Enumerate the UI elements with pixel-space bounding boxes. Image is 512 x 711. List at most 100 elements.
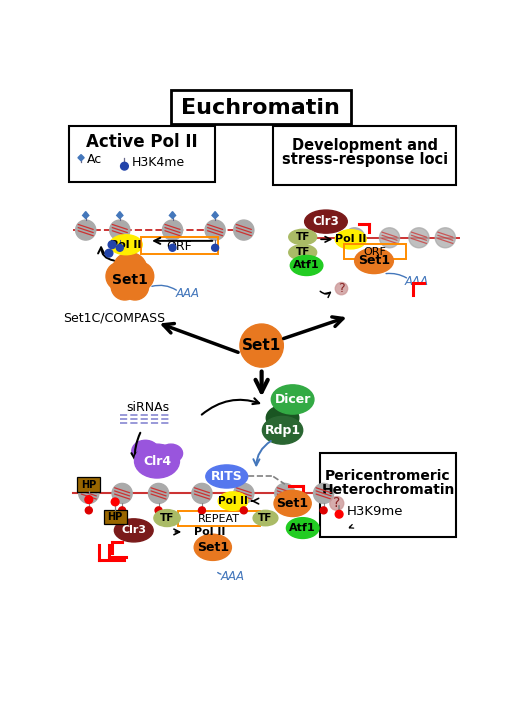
FancyBboxPatch shape: [171, 90, 351, 124]
Text: Set1: Set1: [112, 272, 148, 287]
Text: Dicer: Dicer: [274, 393, 311, 406]
Circle shape: [76, 220, 96, 240]
Circle shape: [345, 228, 365, 248]
Text: Set1: Set1: [242, 338, 281, 353]
Ellipse shape: [263, 417, 303, 444]
Ellipse shape: [289, 230, 316, 245]
Polygon shape: [212, 212, 218, 218]
Circle shape: [86, 507, 92, 514]
Text: Heterochromatin: Heterochromatin: [321, 483, 455, 497]
Text: REPEAT: REPEAT: [198, 514, 240, 524]
Text: siRNAs: siRNAs: [126, 401, 169, 414]
Text: Atf1: Atf1: [293, 260, 320, 270]
Text: H3K4me: H3K4me: [132, 156, 184, 169]
Ellipse shape: [218, 492, 248, 510]
Text: Set1: Set1: [358, 255, 390, 267]
Circle shape: [275, 483, 295, 503]
Circle shape: [282, 507, 288, 514]
Text: Atf1: Atf1: [289, 523, 316, 533]
Circle shape: [435, 228, 455, 248]
Circle shape: [125, 262, 154, 291]
Circle shape: [240, 324, 283, 367]
Text: TF: TF: [160, 513, 174, 523]
Text: Active Pol II: Active Pol II: [86, 132, 197, 151]
Polygon shape: [78, 154, 84, 161]
Ellipse shape: [290, 255, 323, 275]
Text: RITS: RITS: [211, 470, 243, 483]
Circle shape: [116, 245, 123, 251]
Circle shape: [105, 250, 113, 257]
Text: Euchromatin: Euchromatin: [181, 98, 340, 119]
Circle shape: [335, 510, 343, 518]
Circle shape: [240, 507, 247, 514]
Ellipse shape: [114, 519, 153, 542]
Ellipse shape: [132, 440, 159, 462]
Circle shape: [169, 245, 176, 251]
Circle shape: [148, 483, 168, 503]
Ellipse shape: [289, 245, 316, 260]
Circle shape: [119, 507, 125, 514]
Circle shape: [120, 162, 129, 170]
Text: ORF: ORF: [166, 240, 193, 252]
Text: AAA: AAA: [221, 570, 245, 583]
Text: Pol II: Pol II: [110, 240, 142, 250]
Circle shape: [199, 507, 205, 514]
Circle shape: [233, 220, 254, 240]
Circle shape: [330, 496, 344, 510]
Ellipse shape: [159, 444, 183, 463]
Circle shape: [162, 220, 183, 240]
Ellipse shape: [271, 385, 314, 414]
Text: Pol II: Pol II: [335, 235, 367, 245]
Text: Ac: Ac: [87, 153, 102, 166]
Text: Set1: Set1: [276, 497, 309, 510]
Circle shape: [115, 266, 145, 296]
Text: Pericentromeric: Pericentromeric: [325, 469, 451, 483]
Text: TF: TF: [295, 232, 310, 242]
Text: HP: HP: [108, 513, 123, 523]
Ellipse shape: [286, 518, 319, 538]
FancyBboxPatch shape: [77, 477, 100, 492]
Circle shape: [205, 220, 225, 240]
FancyBboxPatch shape: [273, 126, 456, 185]
FancyBboxPatch shape: [69, 126, 215, 181]
Text: TF: TF: [295, 247, 310, 257]
Text: Clr3: Clr3: [121, 525, 146, 535]
Circle shape: [111, 273, 138, 300]
Ellipse shape: [274, 491, 311, 516]
Circle shape: [108, 241, 116, 249]
Ellipse shape: [206, 465, 248, 488]
Circle shape: [111, 498, 119, 506]
Circle shape: [211, 245, 219, 251]
Circle shape: [106, 262, 135, 291]
Circle shape: [313, 483, 334, 503]
Text: Clr3: Clr3: [312, 215, 339, 228]
Circle shape: [113, 252, 147, 287]
Circle shape: [320, 507, 327, 514]
Text: Pol II: Pol II: [194, 527, 225, 537]
Text: Development and: Development and: [292, 138, 438, 153]
Circle shape: [155, 507, 162, 514]
Polygon shape: [82, 212, 89, 218]
Ellipse shape: [266, 406, 299, 430]
Circle shape: [85, 496, 93, 503]
Circle shape: [192, 483, 212, 503]
Text: Set1: Set1: [197, 541, 229, 554]
Circle shape: [233, 483, 254, 503]
Text: HP: HP: [81, 480, 96, 490]
Ellipse shape: [135, 444, 180, 478]
Circle shape: [379, 228, 399, 248]
Text: ORF: ORF: [364, 247, 386, 257]
Ellipse shape: [253, 510, 278, 525]
Circle shape: [79, 483, 99, 503]
Circle shape: [409, 228, 429, 248]
Text: Clr4: Clr4: [143, 454, 171, 468]
Text: ?: ?: [338, 282, 345, 295]
FancyBboxPatch shape: [103, 510, 127, 524]
Circle shape: [121, 273, 148, 300]
Circle shape: [335, 282, 348, 295]
Ellipse shape: [305, 210, 347, 233]
Text: Rdp1: Rdp1: [265, 424, 301, 437]
Circle shape: [110, 220, 130, 240]
Ellipse shape: [355, 248, 393, 274]
Text: Pol II: Pol II: [218, 496, 248, 506]
